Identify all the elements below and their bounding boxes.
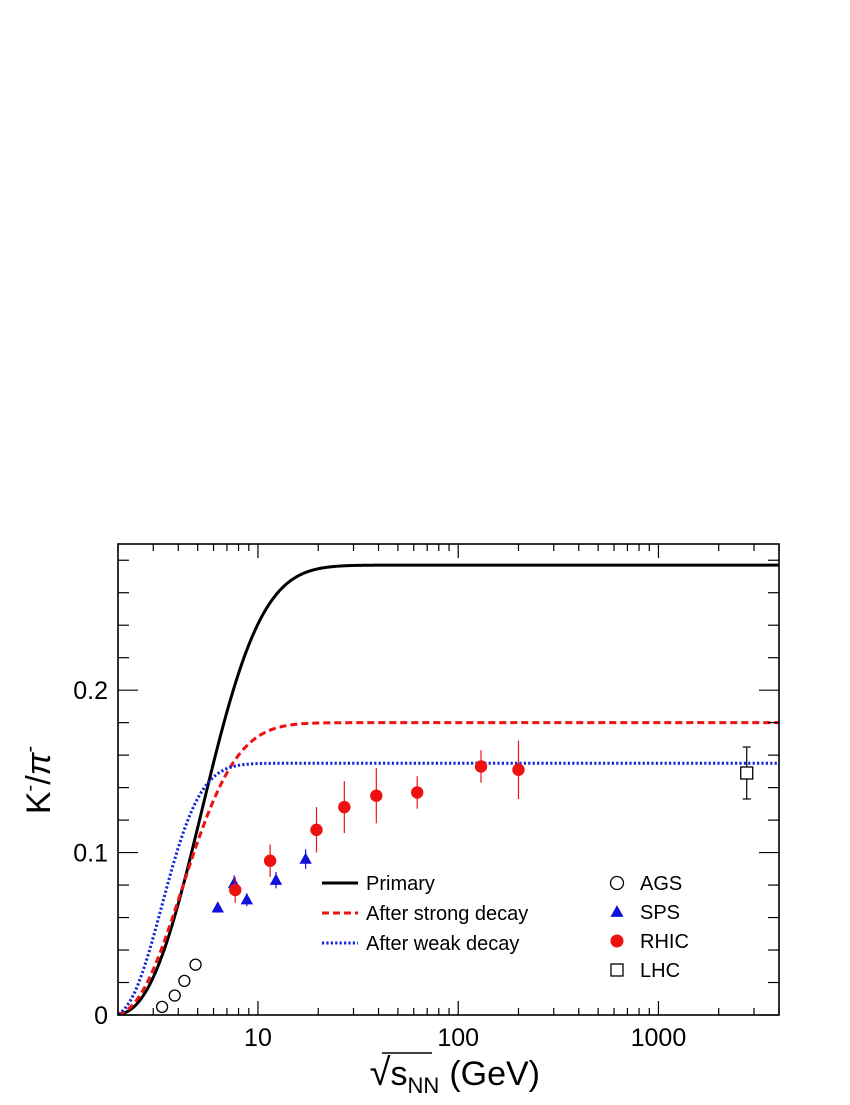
legend-label-RHIC: RHIC [640, 931, 689, 953]
legend-label-LHC: LHC [640, 960, 680, 982]
point-SPS-2 [240, 893, 254, 905]
point-RHIC-7 [512, 763, 525, 776]
xlabel-sub: NN [408, 1073, 440, 1098]
point-SPS-0 [211, 901, 224, 913]
ylabel-k: K [20, 791, 58, 814]
series-AGS [155, 958, 202, 1014]
y-tick-label-0: 0 [94, 1002, 108, 1030]
point-RHIC-6 [474, 760, 488, 773]
y-axis-label: K-/π- [19, 746, 58, 814]
ylabel-pi: π [20, 751, 58, 775]
series-SPS [211, 849, 312, 913]
x-tick-label-2: 1000 [631, 1024, 687, 1052]
xlabel-main: s [391, 1055, 408, 1093]
point-SPS-4 [299, 852, 312, 864]
legend-label-2: After weak decay [366, 933, 519, 955]
y-tick-label-1: 0.1 [73, 840, 108, 868]
legend-label-0: Primary [366, 873, 435, 895]
point-RHIC-1 [263, 854, 277, 867]
x-tick-label-0: 10 [244, 1024, 272, 1052]
ylabel-sup1: - [19, 785, 41, 792]
svg-text:K-/π-: K-/π- [19, 746, 58, 814]
legend-marker-RHIC [610, 934, 624, 948]
legend-label-AGS: AGS [640, 873, 682, 895]
point-RHIC-2 [310, 823, 323, 837]
xlabel-unit: (GeV) [449, 1055, 540, 1093]
y-tick-label-2: 0.2 [73, 677, 108, 705]
svg-text:√sNN(GeV): √sNN (GeV) [370, 1052, 540, 1098]
point-AGS-0 [155, 1000, 169, 1014]
x-tick-label-1: 100 [437, 1024, 479, 1052]
legend-label-1: After strong decay [366, 903, 528, 925]
point-RHIC-4 [370, 789, 383, 802]
point-AGS-2 [178, 974, 191, 988]
legend-marker-LHC [610, 963, 624, 977]
series-RHIC [229, 740, 525, 903]
point-LHC-0 [740, 766, 754, 780]
curve-1 [118, 721, 779, 1015]
x-axis-label: √sNN (GeV) [370, 1052, 540, 1098]
point-RHIC-0 [229, 883, 242, 897]
ylabel-slash: / [20, 775, 58, 785]
xlabel-root: √ [370, 1052, 391, 1094]
legend-marker-SPS [610, 905, 624, 917]
legend-label-SPS: SPS [640, 902, 680, 924]
point-RHIC-3 [338, 800, 351, 814]
curve-0 [118, 563, 779, 1015]
ylabel-sup2: - [19, 746, 41, 753]
legend-marker-AGS [609, 875, 625, 891]
point-RHIC-5 [410, 786, 424, 799]
series-LHC [740, 746, 754, 800]
point-AGS-3 [189, 958, 202, 971]
point-SPS-3 [269, 873, 283, 885]
point-AGS-1 [168, 989, 181, 1002]
